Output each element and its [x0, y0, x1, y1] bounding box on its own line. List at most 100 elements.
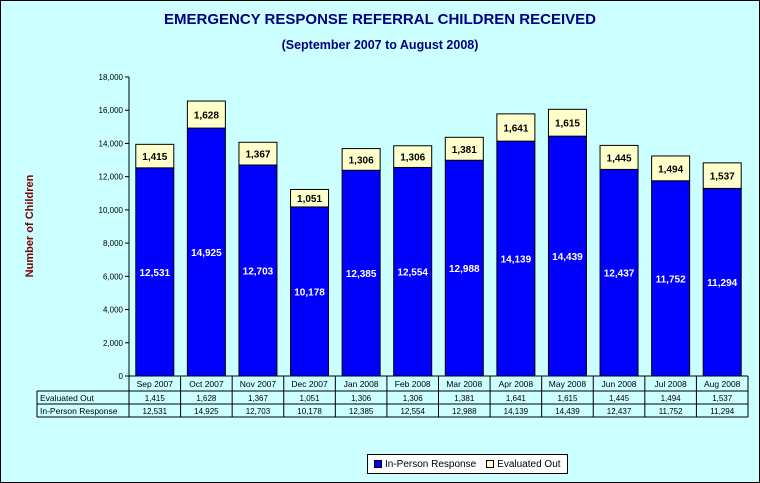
bar-evaluated-out	[444, 136, 484, 161]
data-label-in-person: 14,139	[501, 255, 532, 266]
data-label-evaluated-out: 1,628	[194, 111, 219, 122]
bar-evaluated-out	[186, 100, 226, 129]
x-tick-label: Mar 2008	[446, 379, 482, 389]
table-cell-evaluated-out: 1,381	[454, 394, 475, 403]
bar-in-person	[496, 140, 536, 377]
data-label-evaluated-out: 1,051	[297, 194, 322, 205]
x-tick-label: Jul 2008	[655, 379, 687, 389]
table-cell-evaluated-out: 1,537	[712, 394, 733, 403]
table-cell-in-person: 11,294	[710, 407, 734, 416]
table-cell-evaluated-out: 1,641	[506, 394, 527, 403]
bar-evaluated-out	[393, 145, 433, 168]
bar-in-person	[341, 169, 381, 377]
x-tick-label: Aug 2008	[704, 379, 741, 389]
x-tick-label: May 2008	[549, 379, 587, 389]
y-tick-label: 18,000	[99, 73, 124, 82]
bar-evaluated-out	[290, 188, 330, 208]
data-label-evaluated-out: 1,415	[142, 152, 167, 163]
data-label-in-person: 12,554	[397, 268, 428, 279]
y-tick-label: 0	[119, 372, 124, 381]
data-label-in-person: 12,703	[243, 266, 274, 277]
table-cell-in-person: 14,439	[555, 407, 580, 416]
data-label-evaluated-out: 1,537	[710, 172, 735, 183]
data-label-evaluated-out: 1,494	[658, 164, 683, 175]
legend: In-Person Response Evaluated Out	[367, 454, 568, 474]
table-cell-evaluated-out: 1,367	[248, 394, 269, 403]
table-cell-in-person: 12,385	[349, 407, 374, 416]
table-cell-in-person: 12,531	[143, 407, 168, 416]
bar-in-person	[393, 166, 433, 377]
data-label-in-person: 10,178	[294, 287, 325, 298]
x-tick-label: Feb 2008	[395, 379, 431, 389]
data-label-in-person: 14,925	[191, 248, 222, 259]
data-label-evaluated-out: 1,381	[452, 145, 477, 156]
x-tick-label: Apr 2008	[499, 379, 534, 389]
table-cell-in-person: 12,437	[607, 407, 632, 416]
bar-evaluated-out	[599, 144, 639, 170]
y-tick-label: 6,000	[103, 272, 124, 281]
legend-item-evaluated-out: Evaluated Out	[486, 458, 561, 470]
x-tick-label: Jan 2008	[344, 379, 379, 389]
bar-evaluated-out	[341, 148, 381, 171]
y-tick-label: 12,000	[99, 173, 124, 182]
table-cell-in-person: 12,703	[246, 407, 271, 416]
bar-evaluated-out	[651, 155, 691, 182]
bar-evaluated-out	[547, 108, 587, 137]
table-cell-evaluated-out: 1,415	[145, 394, 166, 403]
x-tick-label: Jun 2008	[602, 379, 637, 389]
bar-in-person	[651, 180, 691, 377]
x-tick-label: Oct 2007	[189, 379, 224, 389]
table-cell-evaluated-out: 1,051	[300, 394, 321, 403]
table-cell-evaluated-out: 1,628	[196, 394, 217, 403]
data-label-in-person: 11,752	[656, 274, 686, 285]
legend-label-in-person: In-Person Response	[385, 458, 477, 470]
y-tick-label: 2,000	[103, 339, 124, 348]
bar-in-person	[599, 168, 639, 377]
data-label-evaluated-out: 1,445	[607, 153, 632, 164]
x-tick-label: Dec 2007	[291, 379, 328, 389]
table-row-label-evaluated-out: Evaluated Out	[40, 393, 95, 403]
data-label-in-person: 11,294	[707, 278, 737, 289]
y-tick-label: 14,000	[99, 139, 124, 148]
data-label-evaluated-out: 1,641	[503, 124, 528, 135]
table-cell-in-person: 14,925	[194, 407, 219, 416]
data-label-evaluated-out: 1,615	[555, 119, 580, 130]
legend-label-evaluated-out: Evaluated Out	[497, 458, 561, 470]
bar-evaluated-out	[702, 162, 742, 189]
table-cell-in-person: 14,139	[504, 407, 529, 416]
table-cell-in-person: 10,178	[297, 407, 322, 416]
data-label-in-person: 12,437	[604, 269, 635, 280]
x-tick-label: Nov 2007	[240, 379, 277, 389]
legend-item-in-person: In-Person Response	[374, 459, 476, 470]
bar-evaluated-out	[238, 141, 278, 166]
bar-evaluated-out	[135, 143, 175, 169]
legend-swatch-in-person	[374, 460, 382, 468]
y-tick-label: 10,000	[99, 206, 124, 215]
table-cell-evaluated-out: 1,615	[557, 394, 578, 403]
table-cell-in-person: 12,554	[400, 407, 425, 416]
data-label-in-person: 12,988	[449, 264, 480, 275]
data-label-in-person: 12,531	[139, 268, 170, 279]
table-cell-evaluated-out: 1,306	[403, 394, 424, 403]
data-label-evaluated-out: 1,367	[245, 150, 270, 161]
table-cell-evaluated-out: 1,494	[661, 394, 682, 403]
y-tick-label: 16,000	[99, 106, 124, 115]
y-tick-label: 8,000	[103, 239, 124, 248]
chart-title: EMERGENCY RESPONSE REFERRAL CHILDREN REC…	[163, 11, 596, 28]
table-cell-in-person: 12,988	[452, 407, 477, 416]
data-label-evaluated-out: 1,306	[349, 155, 374, 166]
x-tick-label: Sep 2007	[137, 379, 174, 389]
table-row-label-in-person: In-Person Response	[40, 406, 118, 416]
bar-evaluated-out	[496, 113, 536, 142]
data-label-evaluated-out: 1,306	[400, 153, 425, 164]
y-tick-label: 4,000	[103, 306, 124, 315]
data-label-in-person: 14,439	[552, 252, 583, 263]
chart-subtitle: (September 2007 to August 2008)	[281, 38, 479, 52]
table-cell-evaluated-out: 1,445	[609, 394, 630, 403]
data-label-in-person: 12,385	[346, 269, 377, 280]
table-cell-in-person: 11,752	[659, 407, 683, 416]
legend-swatch-evaluated-out	[486, 460, 495, 468]
bar-in-person	[702, 187, 742, 377]
table-cell-evaluated-out: 1,306	[351, 394, 372, 403]
